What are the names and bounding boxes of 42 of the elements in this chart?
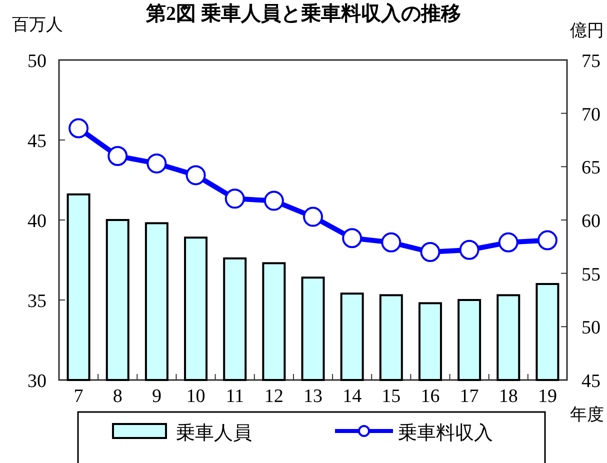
x-tick-label: 8 bbox=[112, 386, 122, 407]
y2-tick-label: 50 bbox=[582, 318, 600, 339]
point bbox=[342, 228, 362, 248]
y2-tick-label: 75 bbox=[582, 51, 600, 72]
point bbox=[537, 230, 558, 250]
y-tick-label: 40 bbox=[28, 211, 46, 232]
point bbox=[264, 190, 284, 211]
y-tick-label: 30 bbox=[28, 371, 46, 392]
point bbox=[224, 188, 245, 209]
chart-title: 第2図 乗車人員と乗車料収入の推移 bbox=[145, 2, 461, 25]
x-tick-label: 16 bbox=[420, 386, 440, 407]
y2-tick-label: 65 bbox=[582, 158, 600, 179]
point bbox=[381, 232, 402, 252]
x-tick-label: 19 bbox=[538, 386, 557, 407]
point bbox=[303, 206, 323, 227]
x-tick-label: 9 bbox=[152, 386, 162, 407]
y-tick-label: 35 bbox=[28, 291, 46, 312]
x-tick-label: 18 bbox=[498, 386, 518, 407]
y2-axis-title: 億円 bbox=[570, 21, 604, 40]
y2-tick-label: 60 bbox=[582, 211, 600, 232]
y-tick-label: 50 bbox=[28, 51, 46, 72]
y2-tick-label: 70 bbox=[582, 104, 600, 126]
point bbox=[68, 118, 89, 138]
x-tick-label: 12 bbox=[264, 386, 284, 407]
y2-tick-label: 45 bbox=[582, 371, 600, 392]
x-tick-label: 7 bbox=[74, 386, 84, 407]
point bbox=[146, 153, 167, 174]
y-tick-label: 45 bbox=[28, 131, 46, 152]
point bbox=[459, 240, 480, 260]
x-tick-label: 14 bbox=[342, 386, 362, 407]
y2-tick-label: 55 bbox=[582, 264, 600, 286]
point bbox=[108, 146, 128, 166]
y-axis-title: 百万人 bbox=[12, 15, 63, 34]
point bbox=[186, 165, 206, 186]
x-tick-label: 13 bbox=[304, 386, 322, 407]
point bbox=[420, 242, 440, 262]
x-tick-label: 10 bbox=[186, 386, 206, 407]
x-axis-title: 年度 bbox=[570, 405, 604, 424]
x-tick-label: 17 bbox=[460, 386, 479, 407]
point bbox=[498, 232, 518, 252]
x-tick-label: 11 bbox=[226, 386, 244, 407]
x-tick-label: 15 bbox=[382, 386, 401, 407]
